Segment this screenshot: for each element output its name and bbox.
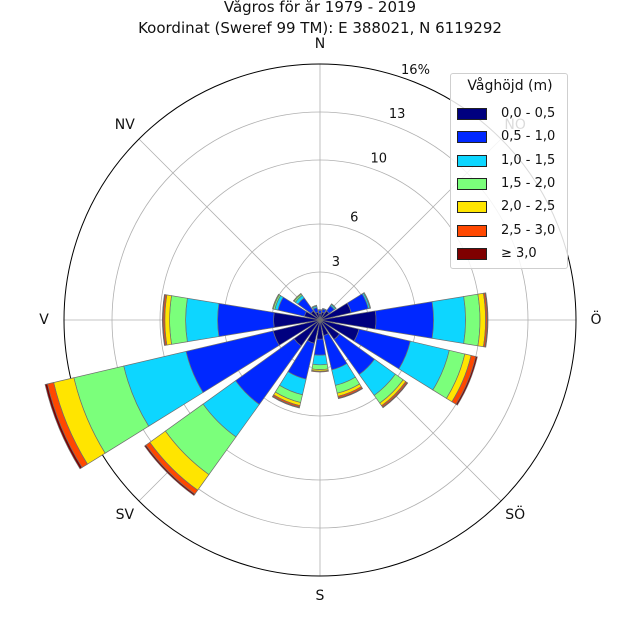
radial-tick-label: 3	[332, 255, 340, 270]
compass-label: SÖ	[505, 505, 525, 523]
rose-bar-segment	[292, 292, 302, 302]
grid-ring	[111, 111, 529, 529]
legend-entry: 1,5 - 2,0	[457, 175, 567, 193]
radial-tick-label: 13	[389, 107, 406, 122]
legend-swatch	[457, 201, 487, 214]
legend-label: 2,0 - 2,5	[501, 199, 556, 215]
rose-bar-segment	[313, 338, 327, 356]
rose-bar-segment	[272, 293, 280, 310]
compass-label: V	[39, 312, 49, 328]
legend-entry: 1,0 - 1,5	[457, 152, 567, 170]
chart-subtitle: Koordinat (Sweref 99 TM): E 388021, N 61…	[138, 19, 502, 37]
radial-tick-label: 10	[370, 151, 387, 166]
compass-label: SV	[116, 507, 135, 523]
rose-bar-segment	[337, 387, 364, 400]
rose-bar-segment	[330, 303, 337, 310]
legend: Våghöjd (m) 0,0 - 0,5 0,5 - 1,0 1,0 - 1,5 1…	[450, 73, 568, 269]
legend-label: 1,5 - 2,0	[501, 175, 556, 191]
legend-swatch	[457, 108, 487, 120]
legend-entry: 0,0 - 0,5	[457, 106, 567, 123]
rose-bar-segment	[271, 395, 300, 409]
compass-label: NV	[115, 117, 135, 133]
legend-label: 1,0 - 1,5	[501, 152, 556, 168]
rose-bar-segment	[144, 444, 196, 496]
legend-label: 2,5 - 3,0	[501, 222, 556, 238]
rose-bar-segment	[44, 383, 83, 470]
legend-swatch	[457, 224, 487, 237]
legend-label: 0,5 - 1,0	[501, 129, 556, 145]
grid-spoke	[138, 138, 321, 321]
rose-bar-segment	[455, 356, 478, 406]
rose-bar-segment	[162, 294, 166, 346]
rose-bar-segment	[311, 370, 329, 373]
rose-bar-segment	[217, 303, 275, 337]
grid-ring	[63, 63, 577, 577]
legend-label: ≥ 3,0	[501, 245, 537, 261]
legend-swatch	[457, 247, 487, 260]
rose-bar-segment	[431, 296, 466, 344]
legend-entry: 0,5 - 1,0	[457, 129, 567, 146]
rose-bars	[44, 292, 489, 496]
rose-bar-segment	[311, 304, 318, 309]
rose-bar-segment	[311, 363, 329, 370]
radial-tick-label: 16%	[401, 63, 430, 78]
compass-label: S	[316, 588, 325, 604]
rose-bar-segment	[374, 301, 434, 339]
rose-bar-segment	[185, 297, 220, 343]
legend-swatch	[457, 131, 487, 144]
rose-bar-segment	[322, 307, 327, 311]
compass-label: Ö	[590, 310, 601, 328]
legend-entry: 2,5 - 3,0	[457, 222, 567, 240]
rose-bar-segment	[169, 295, 188, 345]
chart-title: Vågros för år 1979 - 2019	[223, 0, 417, 16]
rose-bar-segment	[463, 293, 481, 347]
radial-tick-label: 6	[350, 211, 358, 226]
legend-entry: ≥ 3,0	[457, 245, 567, 263]
rose-bar-segment	[363, 292, 372, 309]
legend-label: 0,0 - 0,5	[501, 106, 556, 121]
compass-label: N	[315, 36, 325, 52]
legend-title: Våghöjd (m)	[467, 78, 553, 94]
legend-swatch	[457, 177, 487, 190]
legend-entry: 2,0 - 2,5	[457, 199, 567, 216]
rose-bar-segment	[312, 354, 328, 366]
rose-bar-segment	[484, 292, 489, 348]
legend-swatch	[457, 154, 487, 167]
rose-bar-segment	[318, 310, 322, 315]
rose-bar-segment	[382, 382, 409, 409]
rose-bar-segment	[317, 309, 323, 311]
